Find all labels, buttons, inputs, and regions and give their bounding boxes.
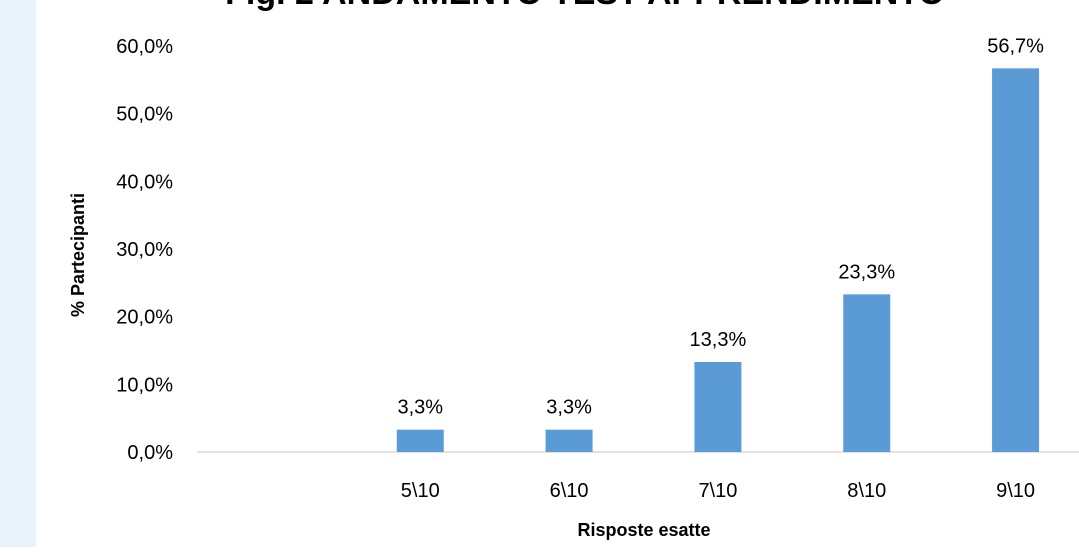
x-axis-label: Risposte esatte <box>577 520 710 540</box>
y-tick-label: 50,0% <box>116 104 173 126</box>
chart-title: Fig. 2 ANDAMENTO TEST APPRENDIMENTO <box>225 0 945 12</box>
y-tick-label: 40,0% <box>116 171 173 193</box>
bar-data-label: 23,3% <box>838 261 895 283</box>
bar-data-label: 13,3% <box>690 329 747 351</box>
x-tick-labels: 5\10 6\10 7\10 8\10 9\10 <box>401 480 1035 502</box>
bar-data-labels: 3,3% 3,3% 13,3% 23,3% 56,7% <box>397 35 1044 418</box>
bar <box>992 68 1040 452</box>
y-axis-label: % Partecipanti <box>68 193 88 317</box>
y-tick-label: 0,0% <box>127 442 173 464</box>
bar <box>396 429 444 452</box>
y-tick-label: 10,0% <box>116 374 173 396</box>
x-tick-label: 7\10 <box>698 480 737 502</box>
bar-data-label: 56,7% <box>987 35 1044 57</box>
x-tick-label: 8\10 <box>847 480 886 502</box>
bar <box>694 362 742 452</box>
y-tick-label: 30,0% <box>116 239 173 261</box>
bars <box>396 68 1040 452</box>
bar <box>545 429 593 452</box>
y-tick-labels: 0,0% 10,0% 20,0% 30,0% 40,0% 50,0% 60,0% <box>116 36 173 464</box>
y-tick-label: 20,0% <box>116 307 173 329</box>
left-strip <box>0 0 36 547</box>
x-tick-label: 6\10 <box>550 480 589 502</box>
bar <box>843 294 891 452</box>
x-tick-label: 9\10 <box>996 480 1035 502</box>
bar-data-label: 3,3% <box>397 397 443 419</box>
x-tick-label: 5\10 <box>401 480 440 502</box>
y-tick-label: 60,0% <box>116 36 173 58</box>
bar-data-label: 3,3% <box>546 397 592 419</box>
